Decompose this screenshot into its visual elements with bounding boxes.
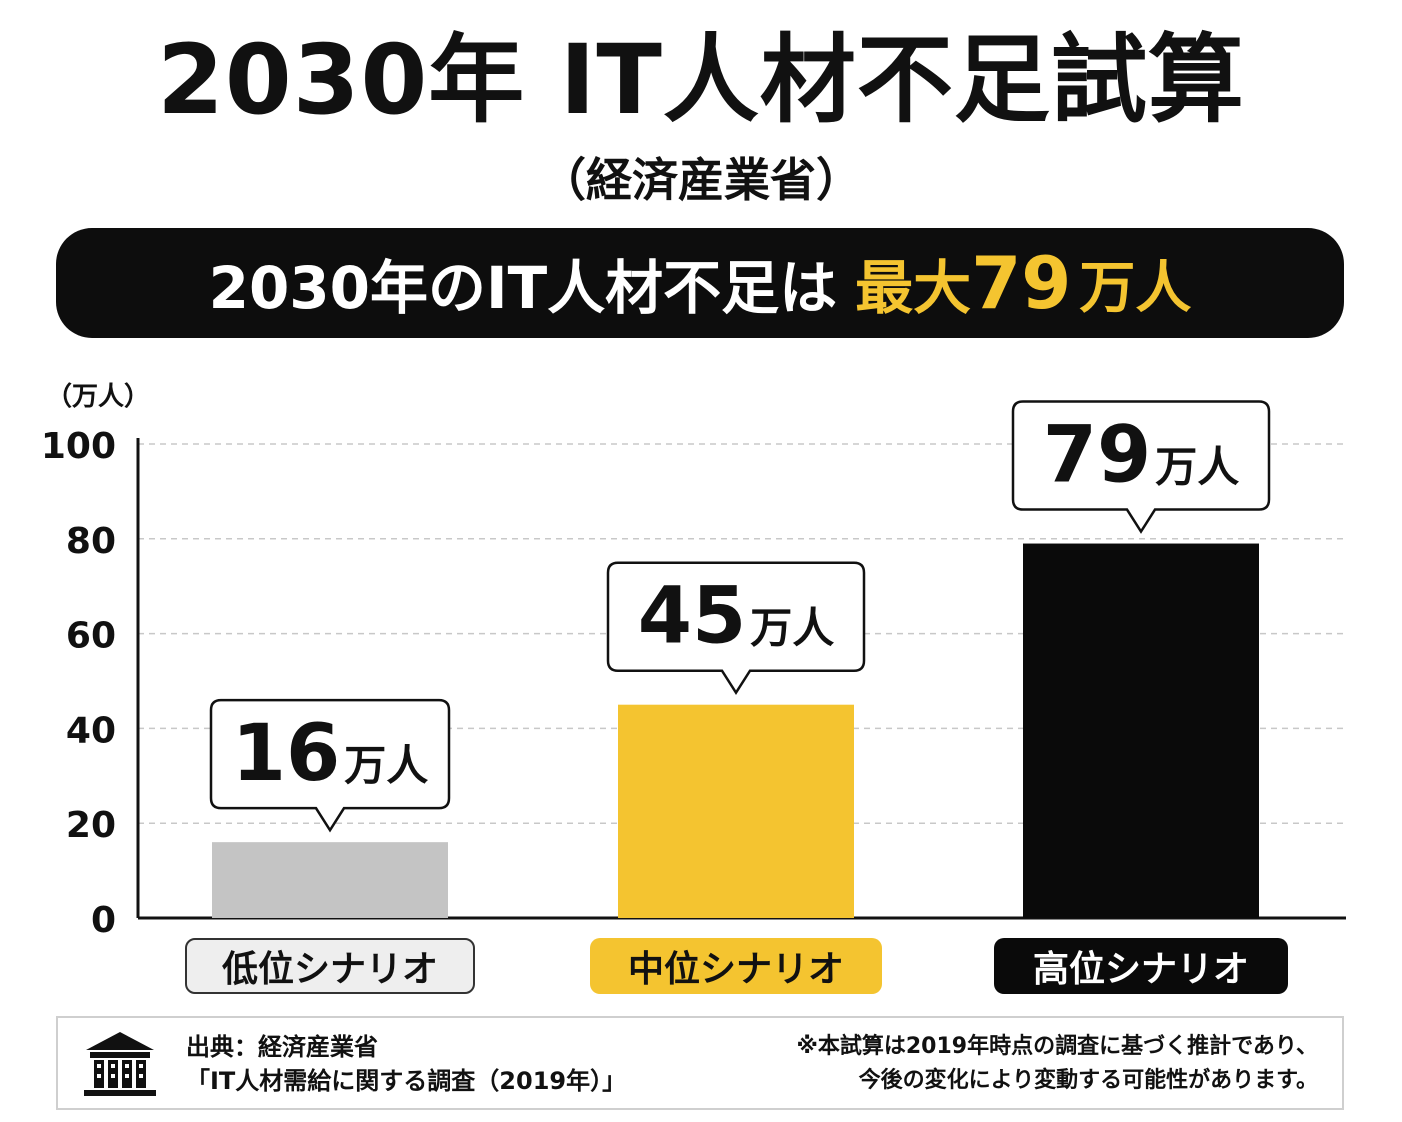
data-label-number: 16: [232, 709, 341, 799]
data-label-low: 16万人: [232, 709, 429, 799]
data-label-unit: 万人: [1155, 443, 1239, 492]
category-label-high: 高位シナリオ: [994, 938, 1288, 994]
y-tick-label: 40: [66, 710, 116, 751]
bar-low: [212, 842, 448, 918]
banner-highlight-number: 79: [971, 241, 1072, 325]
y-tick-label: 60: [66, 616, 116, 657]
banner-highlight-word: 最大: [855, 254, 972, 322]
banner-highlight-unit: 万人: [1079, 255, 1192, 321]
source-line-2: 「IT人材需給に関する調査（2019年）」: [186, 1067, 627, 1095]
note-line-2: 今後の変化により変動する可能性があります。: [858, 1068, 1318, 1093]
note-line-1: ※本試算は2019年時点の調査に基づく推計であり、: [796, 1034, 1318, 1059]
chart-title: 2030年 IT人材不足試算: [157, 24, 1245, 136]
y-tick-label: 100: [41, 426, 116, 467]
bar-mid: [618, 704, 854, 918]
banner-prefix: 2030年のIT人材不足は: [208, 254, 838, 322]
category-label-mid: 中位シナリオ: [590, 938, 882, 994]
source-line-1: 出典：経済産業省: [186, 1033, 378, 1061]
data-label-number: 79: [1043, 411, 1152, 501]
source-box: 出典：経済産業省 「IT人材需給に関する調査（2019年）」 ※本試算は2019…: [56, 1016, 1344, 1110]
data-label-mid: 45万人: [638, 572, 835, 662]
source-citation: 出典：経済産業省 「IT人材需給に関する調査（2019年）」: [186, 1030, 626, 1098]
source-note: ※本試算は2019年時点の調査に基づく推計であり、 今後の変化により変動する可能…: [796, 1030, 1318, 1098]
data-label-unit: 万人: [750, 604, 834, 653]
y-axis-unit-label: （万人）: [46, 382, 151, 412]
y-tick-label: 20: [66, 805, 116, 846]
data-label-high: 79万人: [1043, 411, 1240, 501]
y-tick-label: 0: [91, 900, 116, 941]
data-label-number: 45: [638, 572, 747, 662]
data-label-unit: 万人: [344, 741, 428, 790]
chart-subtitle: （経済産業省）: [540, 153, 862, 207]
category-label-low: 低位シナリオ: [185, 938, 475, 994]
callout-high: [1011, 400, 1271, 534]
summary-banner: 2030年のIT人材不足は 最大 79 万人: [56, 228, 1344, 338]
building-icon: [80, 1030, 160, 1102]
y-tick-label: 80: [66, 521, 116, 562]
callout-low: [209, 698, 451, 833]
bar-high: [1023, 543, 1259, 918]
callout-mid: [606, 561, 866, 696]
